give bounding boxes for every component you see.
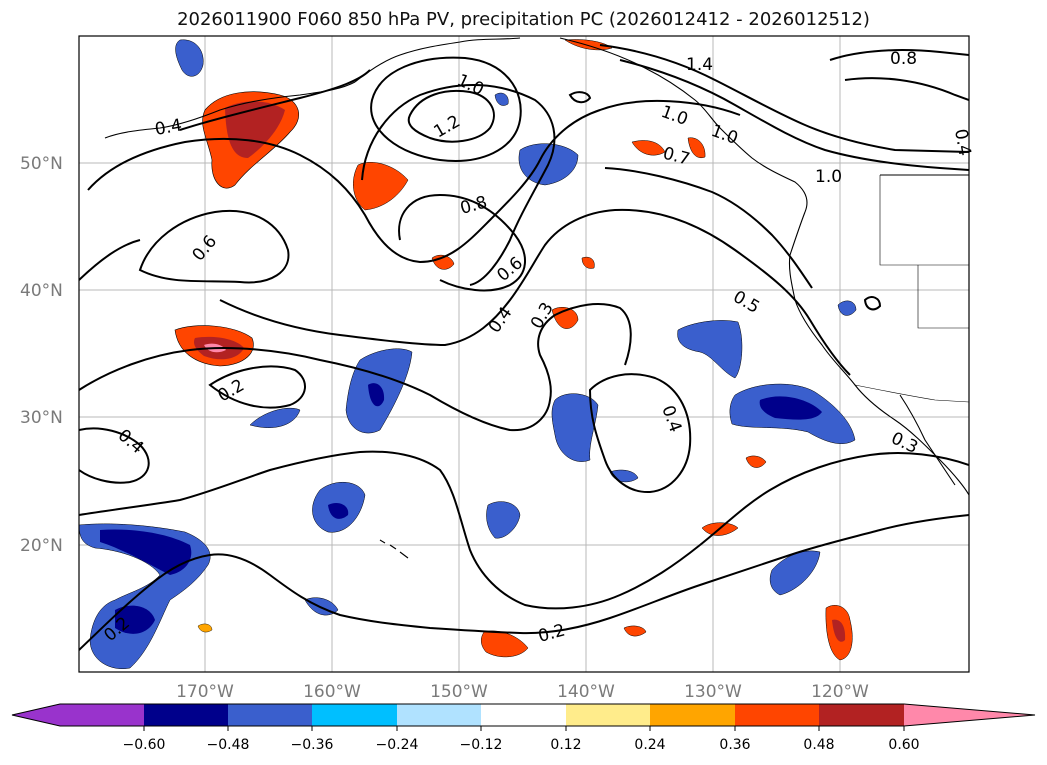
contour-1.0-coast [619, 59, 969, 171]
contour-1.2 [407, 89, 495, 143]
cool-patch-tiny [494, 92, 509, 106]
lon-label-120w: 120°W [811, 682, 869, 702]
lon-label-130w: 130°W [684, 682, 742, 702]
cb-tick-label-4: −0.24 [376, 737, 419, 753]
colorbar-extend-low [12, 704, 60, 726]
contour-0.4-north [179, 69, 371, 131]
border-states-2 [917, 265, 969, 329]
warm-patch-south-c [481, 630, 529, 658]
colorbar-bin-4 [312, 704, 397, 726]
cool-core-far-west2 [115, 605, 155, 634]
colorbar-bin-6 [481, 704, 566, 726]
contour-0.6-east [398, 193, 527, 292]
colorbar-tick-labels: −0.60 −0.48 −0.36 −0.24 −0.12 0.12 0.24 … [123, 737, 920, 753]
warm-patch-coast1 [631, 140, 666, 156]
contour-label-1: 1.4 [686, 55, 713, 75]
contour-loop-coast [863, 296, 882, 311]
contour-label-10: 0.4 [950, 127, 974, 157]
cool-patch-central2 [551, 393, 599, 462]
warm-dot-far-west [197, 623, 213, 633]
colorbar-bin-5 [397, 704, 481, 726]
cool-patch-hawaii-n [486, 501, 521, 539]
colorbar-bin-7 [566, 704, 650, 726]
coast-baja [899, 394, 956, 486]
colorbar-bin-1 [60, 704, 144, 726]
lat-label-50n: 50°N [20, 154, 63, 174]
cb-tick-label-5: −0.12 [460, 737, 503, 753]
contour-0.4-mid [87, 99, 741, 264]
colorbar-bin-8 [650, 704, 735, 726]
colorbar-ticks [143, 726, 905, 731]
contour-1.0 [370, 56, 522, 162]
lon-label-140w: 140°W [557, 682, 615, 702]
colorbar-bin-3 [228, 704, 312, 726]
cb-tick-label-7: 0.24 [634, 737, 665, 753]
cb-tick-label-8: 0.36 [719, 737, 750, 753]
lon-label-170w: 170°W [176, 682, 234, 702]
contour-0.6-west [138, 209, 290, 284]
warm-patch-south-c2 [623, 625, 647, 637]
latitude-labels: 50°N 40°N 30°N 20°N [20, 154, 63, 556]
hawaii-islands [379, 539, 409, 559]
contour-0.2-south [79, 514, 969, 651]
contour-1.4 [599, 44, 969, 153]
cb-tick-label-6: 0.12 [550, 737, 581, 753]
contour-0.3 [79, 450, 969, 610]
colorbar-extend-high [904, 704, 1035, 726]
lat-label-40n: 40°N [20, 281, 63, 301]
contour-0.4-farwest [79, 427, 150, 484]
warm-patch-gulf [353, 162, 409, 211]
coast-aleutians [104, 81, 356, 139]
colorbar-outline [11, 703, 1036, 727]
warm-core-aleutian [225, 101, 285, 158]
cool-core-east2 [759, 396, 822, 420]
contour-small-loop [568, 91, 592, 104]
colorbar-bin-9 [735, 704, 819, 726]
cool-core-far-west [100, 529, 192, 575]
coast-alaska-south [354, 37, 521, 83]
cool-patch-east1 [677, 320, 743, 379]
contour-0.7 [604, 167, 813, 289]
lon-label-160w: 160°W [303, 682, 361, 702]
cb-tick-label-2: −0.48 [207, 737, 250, 753]
warm-core-south-e [832, 619, 846, 642]
cool-patch-north [175, 39, 204, 77]
colorbar: −0.60 −0.48 −0.36 −0.24 −0.12 0.12 0.24 … [11, 703, 1036, 753]
colorbar-bin-10 [819, 704, 904, 726]
contour-0.8-ne [829, 49, 969, 101]
cool-core-hawaii-w [328, 503, 349, 519]
cool-patch-west2 [249, 407, 301, 428]
lat-label-20n: 20°N [20, 536, 63, 556]
map-title: 2026011900 F060 850 hPa PV, precipitatio… [177, 9, 870, 30]
longitude-labels: 170°W 160°W 150°W 140°W 130°W 120°W [176, 682, 869, 702]
border-us-mexico [854, 384, 969, 403]
colorbar-bin-2 [144, 704, 228, 726]
contour-0.8 [361, 84, 556, 286]
contour-0.2-west [208, 365, 306, 409]
contour-0.4-inner [588, 373, 692, 494]
pv-contours [79, 44, 969, 651]
warm-patch-mid2 [581, 256, 595, 269]
contour-label-2: 0.8 [890, 49, 917, 69]
warm-patch-coast2 [687, 137, 706, 158]
warm-patch-small1 [745, 455, 767, 468]
contour-0.4-south [79, 303, 632, 432]
lon-label-150w: 150°W [430, 682, 488, 702]
contour-0.5 [79, 208, 851, 376]
map-frame [78, 35, 970, 673]
cool-patch-coast [837, 300, 857, 316]
cb-tick-label-1: −0.60 [123, 737, 166, 753]
contour-label-9: 1.0 [815, 167, 842, 187]
cb-tick-label-9: 0.48 [803, 737, 834, 753]
lat-label-30n: 30°N [20, 408, 63, 428]
cb-tick-label-3: −0.36 [291, 737, 334, 753]
cb-tick-label-10: 0.60 [888, 737, 919, 753]
border-states-1 [879, 175, 969, 266]
cool-core-central1 [368, 383, 385, 407]
contour-label-5: 0.4 [153, 116, 183, 140]
